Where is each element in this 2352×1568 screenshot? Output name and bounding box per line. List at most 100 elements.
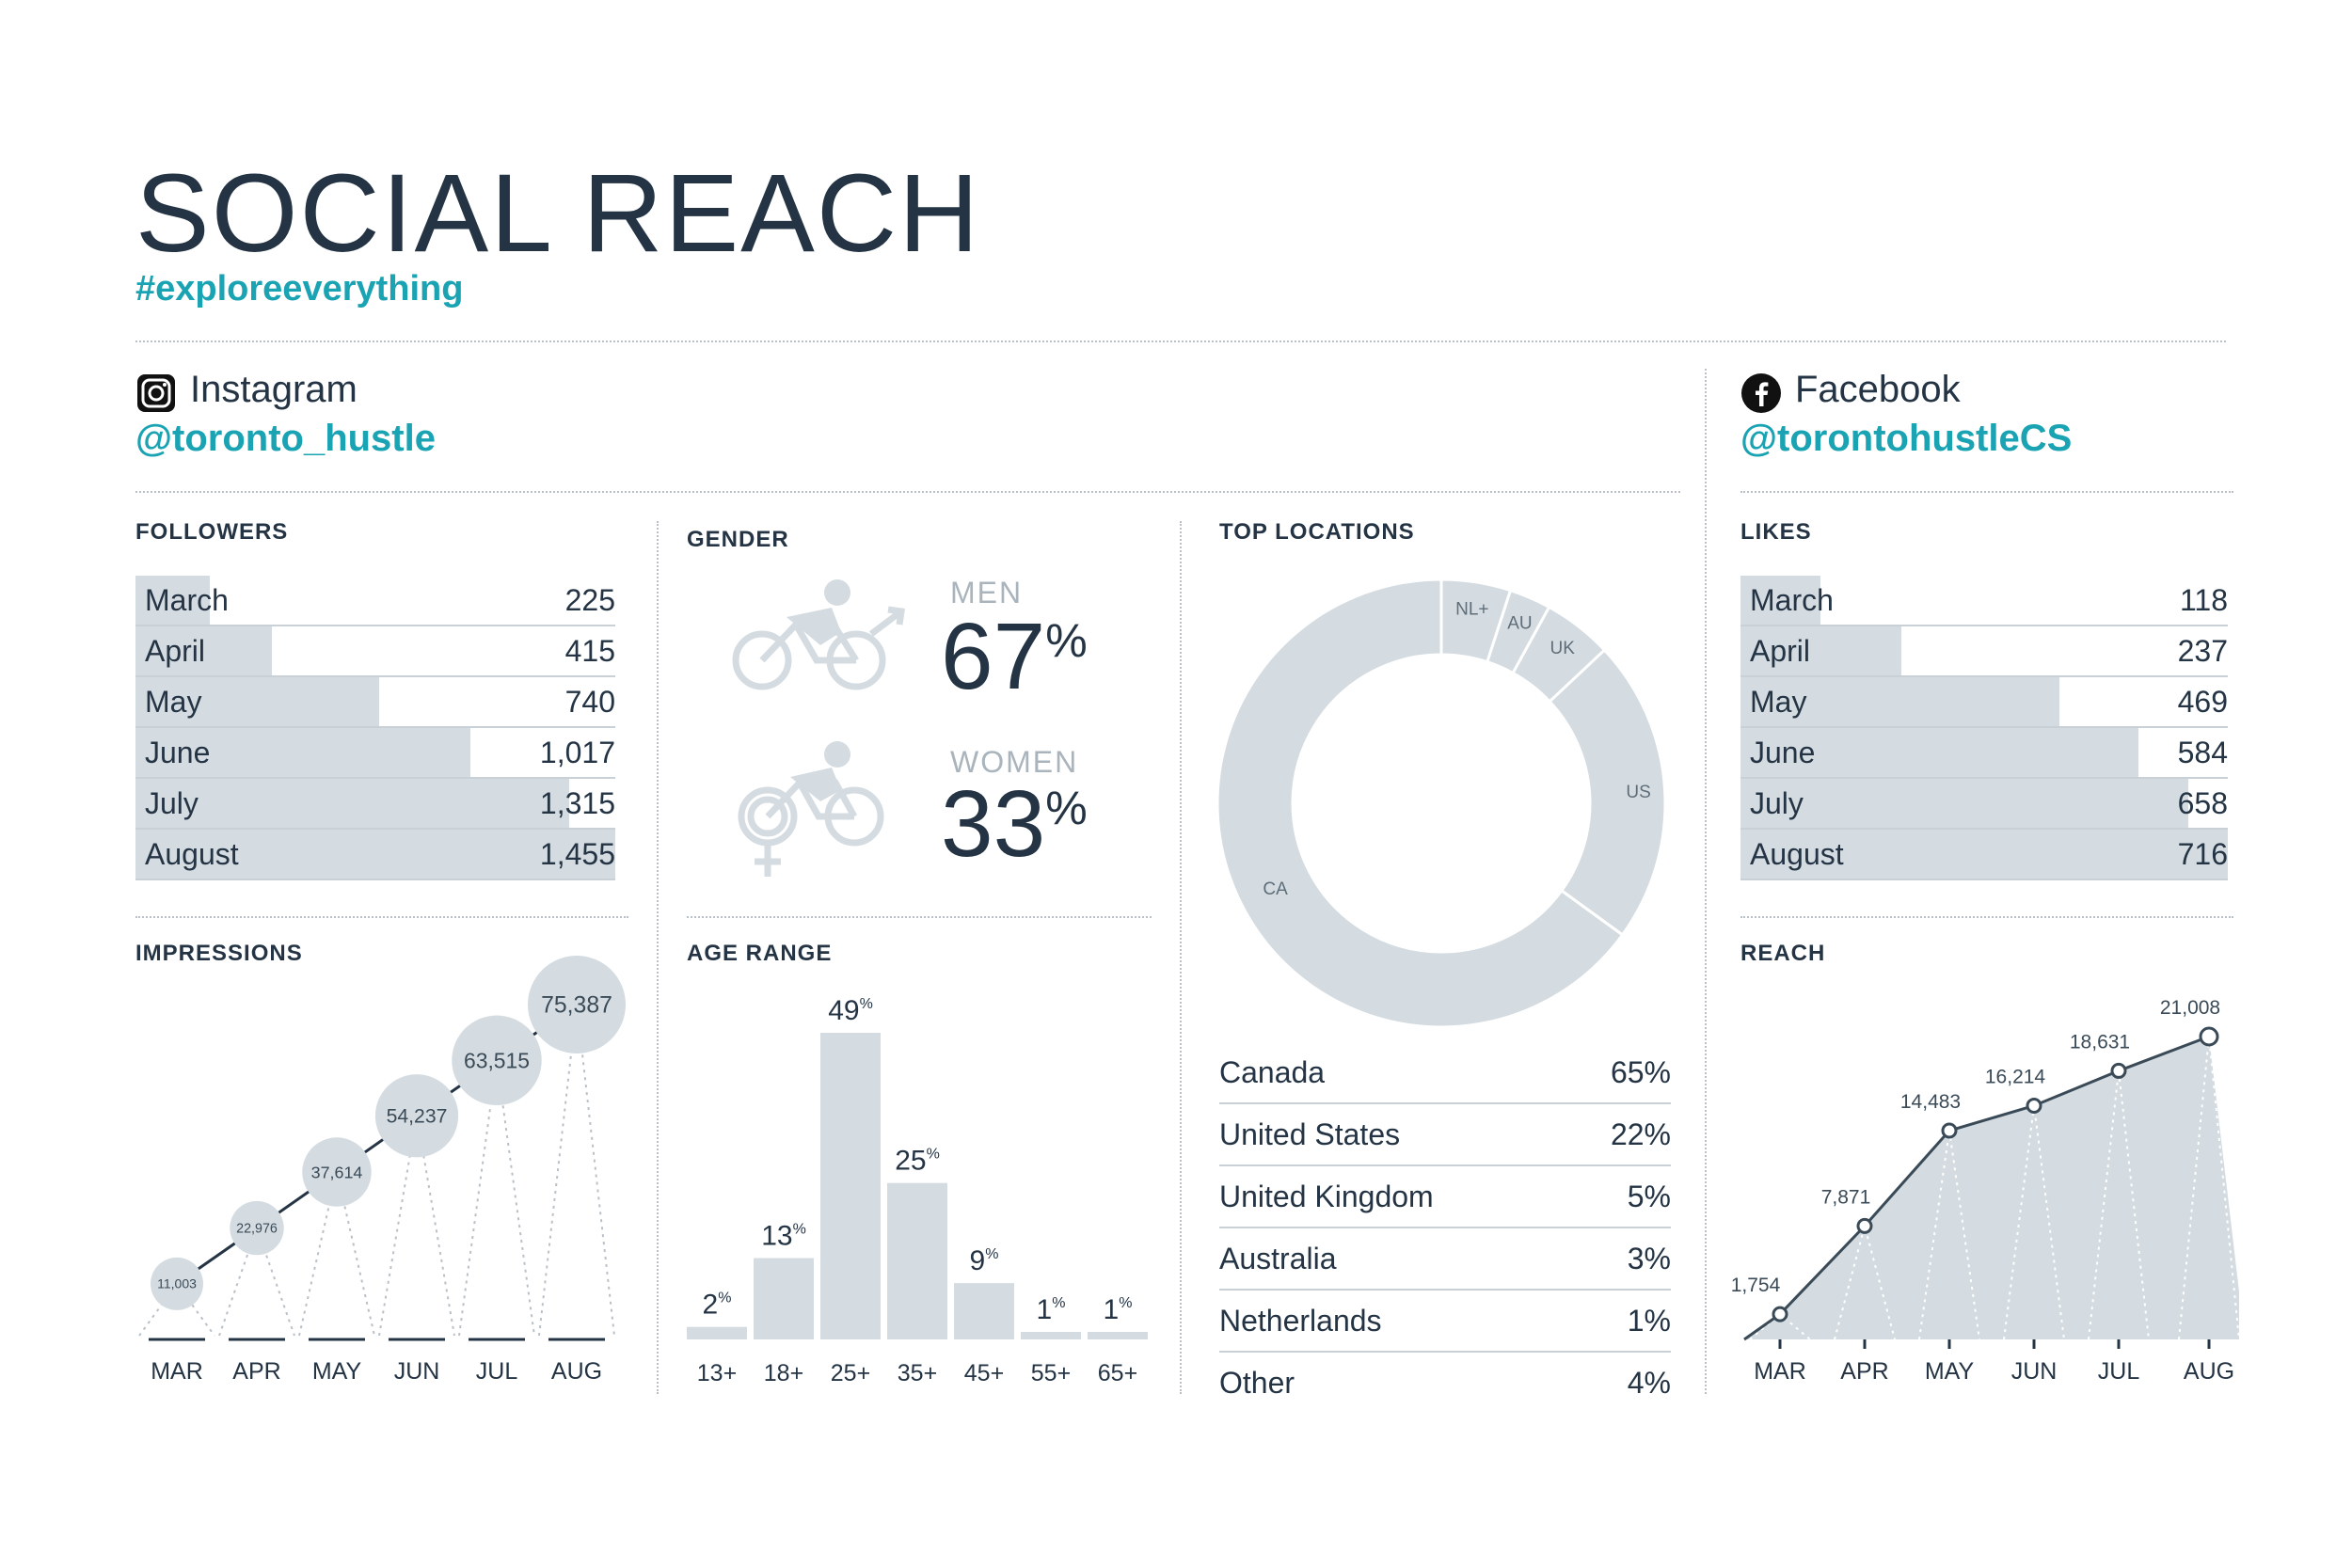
followers-month-label: August	[145, 837, 239, 871]
reach-point	[1772, 1306, 1788, 1323]
age-unit: %	[860, 996, 873, 1012]
impressions-value: 22,976	[236, 1222, 278, 1237]
impressions-chart: 11,003 MAR 22,976 APR 37,614 MAY 54,237 JUN 63,5…	[138, 956, 626, 1385]
location-name: Australia	[1219, 1242, 1337, 1275]
followers-bar	[135, 576, 210, 625]
followers-row-rule	[135, 675, 615, 677]
women-percent-unit: %	[1045, 782, 1088, 834]
age-value-label: 1%	[1104, 1294, 1133, 1325]
gender-heading: GENDER	[687, 527, 789, 552]
likes-row-rule	[1740, 726, 2228, 728]
impressions-bubble	[230, 1200, 284, 1256]
age-axis-label: 55+	[1031, 1360, 1071, 1386]
followers-value: 1,315	[539, 786, 615, 820]
location-name: United Kingdom	[1219, 1180, 1434, 1213]
reach-axis-label: MAY	[1925, 1358, 1975, 1385]
age-bar	[687, 1326, 747, 1339]
age-axis-label: 13+	[697, 1360, 737, 1386]
location-percent: 1%	[1627, 1304, 1671, 1338]
men-percent-unit: %	[1045, 614, 1088, 667]
page-title: SOCIAL REACH	[135, 151, 981, 276]
location-row: United States 22%	[1219, 1104, 1671, 1166]
age-bar	[1088, 1332, 1148, 1339]
likes-row: July 658	[1740, 779, 2228, 830]
likes-value: 118	[2179, 583, 2228, 617]
age-value: 2	[703, 1290, 719, 1321]
age-value: 1	[1104, 1294, 1120, 1325]
header-divider	[135, 341, 2226, 342]
facebook-column-divider	[1705, 369, 1707, 1394]
followers-row: June 1,017	[135, 728, 615, 779]
reach-value: 18,631	[2070, 1031, 2130, 1053]
likes-month-label: July	[1750, 786, 1804, 820]
women-percent: 33%	[941, 777, 1088, 871]
age-heading: AGE RANGE	[687, 941, 833, 966]
reach-point	[1941, 1122, 1958, 1139]
likes-month-label: August	[1750, 837, 1844, 871]
followers-row: March 225	[135, 576, 615, 626]
reach-value: 7,871	[1821, 1186, 1871, 1208]
likes-bar	[1740, 830, 2228, 879]
age-axis-label: 45+	[964, 1360, 1004, 1386]
impressions-guide	[538, 1004, 615, 1337]
followers-bar	[135, 830, 615, 879]
age-value: 49	[828, 995, 859, 1026]
instagram-name: Instagram	[190, 369, 358, 410]
donut-slice-us	[1548, 647, 1667, 937]
likes-row: March 118	[1740, 576, 2228, 626]
cyclist-woman-icon	[738, 741, 884, 877]
reach-point	[2110, 1062, 2127, 1079]
hashtag[interactable]: #exploreeverything	[135, 269, 464, 309]
location-percent: 3%	[1627, 1242, 1671, 1275]
instagram-handle[interactable]: @toronto_hustle	[135, 418, 436, 459]
likes-month-label: May	[1750, 685, 1807, 719]
followers-row: August 1,455	[135, 830, 615, 880]
followers-month-label: April	[145, 634, 206, 668]
women-label: WOMEN	[950, 745, 1079, 779]
reach-value: 14,483	[1900, 1091, 1961, 1113]
instagram-icon	[137, 374, 175, 412]
age-value-label: 9%	[970, 1245, 999, 1276]
age-axis-label: 35+	[898, 1360, 937, 1386]
facebook-name: Facebook	[1795, 369, 1961, 410]
age-unit: %	[927, 1147, 940, 1163]
likes-row: April 237	[1740, 626, 2228, 677]
likes-month-label: June	[1750, 736, 1816, 769]
followers-bar	[135, 677, 380, 726]
impressions-axis-label: APR	[232, 1358, 280, 1385]
reach-point	[2026, 1097, 2042, 1114]
facebook-divider	[1740, 491, 2233, 493]
impressions-axis-label: MAR	[151, 1358, 203, 1385]
likes-row-rule	[1740, 828, 2228, 830]
impressions-bubble	[151, 1257, 203, 1310]
location-name: Canada	[1219, 1055, 1326, 1089]
reach-value: 1,754	[1731, 1275, 1781, 1296]
location-percent: 22%	[1610, 1117, 1671, 1151]
followers-row-rule	[135, 726, 615, 728]
likes-row-rule	[1740, 777, 2228, 779]
gender-divider	[687, 916, 1152, 918]
donut-label: UK	[1550, 639, 1576, 658]
age-bar	[1021, 1332, 1081, 1339]
location-row: United Kingdom 5%	[1219, 1166, 1671, 1228]
impressions-value: 54,237	[387, 1106, 448, 1128]
followers-month-label: July	[145, 786, 199, 820]
likes-value: 658	[2177, 786, 2228, 820]
likes-divider	[1740, 916, 2233, 918]
likes-row-rule	[1740, 625, 2228, 626]
followers-month-label: June	[145, 736, 211, 769]
impressions-bubble	[528, 956, 626, 1053]
facebook-handle[interactable]: @torontohustleCS	[1740, 418, 2073, 459]
followers-month-label: March	[145, 583, 229, 617]
age-value-label: 25%	[895, 1146, 940, 1177]
impressions-axis-label: MAY	[312, 1358, 362, 1385]
followers-row-rule	[135, 879, 615, 880]
reach-point	[1856, 1217, 1873, 1234]
impressions-axis-label: JUL	[476, 1358, 518, 1385]
donut-slice-ca	[1216, 578, 1625, 1029]
impressions-value: 11,003	[157, 1276, 197, 1291]
location-percent: 4%	[1627, 1366, 1671, 1400]
reach-point	[2199, 1026, 2219, 1047]
age-unit: %	[793, 1222, 806, 1238]
age-value-label: 1%	[1037, 1294, 1066, 1325]
